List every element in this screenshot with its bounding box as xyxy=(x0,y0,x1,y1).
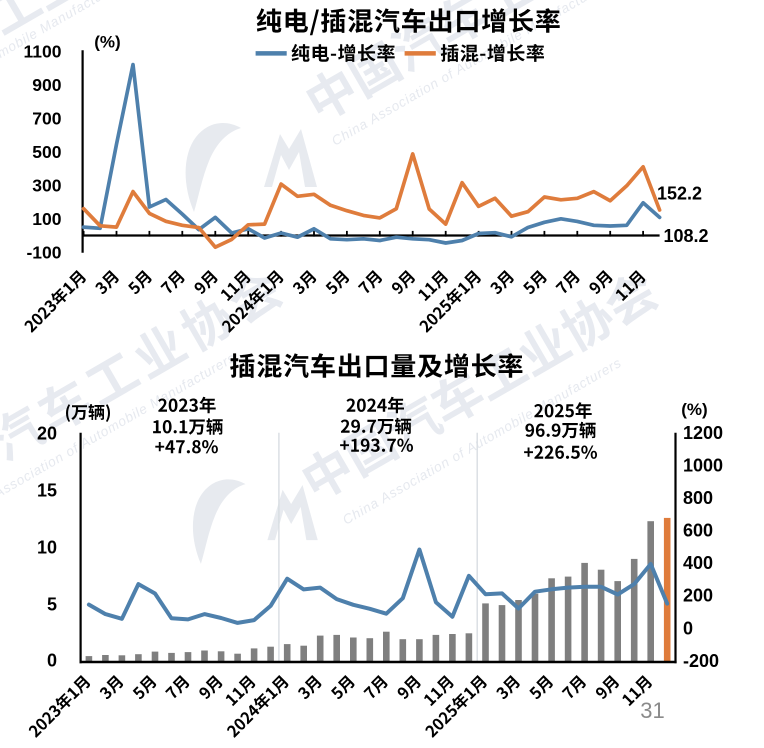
svg-text:600: 600 xyxy=(683,521,713,541)
svg-text:900: 900 xyxy=(32,75,61,95)
svg-text:1200: 1200 xyxy=(683,423,723,443)
svg-text:152.2: 152.2 xyxy=(657,183,702,203)
svg-text:108.2: 108.2 xyxy=(664,226,709,246)
svg-text:1100: 1100 xyxy=(24,42,62,62)
svg-text:-200: -200 xyxy=(683,651,719,671)
svg-text:-100: -100 xyxy=(26,243,61,263)
svg-text:31: 31 xyxy=(640,698,664,723)
svg-text:20: 20 xyxy=(37,424,57,444)
svg-text:(%): (%) xyxy=(94,33,120,52)
svg-text:10: 10 xyxy=(37,538,57,558)
svg-text:200: 200 xyxy=(683,586,713,606)
svg-text:300: 300 xyxy=(32,176,61,196)
svg-text:0: 0 xyxy=(683,618,693,638)
svg-text:400: 400 xyxy=(683,553,713,573)
svg-text:1000: 1000 xyxy=(683,456,723,476)
svg-text:5: 5 xyxy=(47,594,57,614)
svg-text:100: 100 xyxy=(32,209,61,229)
svg-text:700: 700 xyxy=(32,109,61,129)
svg-text:15: 15 xyxy=(37,480,57,500)
svg-text:0: 0 xyxy=(47,650,57,670)
svg-text:800: 800 xyxy=(683,488,713,508)
svg-text:(%): (%) xyxy=(681,400,707,419)
svg-text:500: 500 xyxy=(32,142,61,162)
